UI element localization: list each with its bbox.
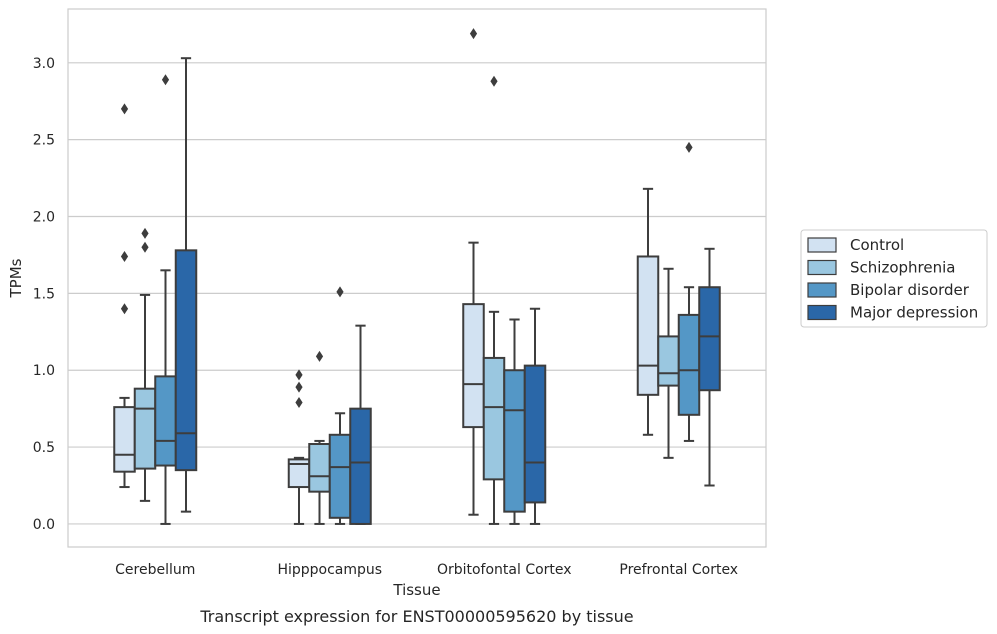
legend-label: Control <box>850 236 904 254</box>
box-iqr <box>328 433 352 519</box>
outlier-point <box>120 103 129 115</box>
outlier-point <box>161 74 170 86</box>
box-iqr <box>154 375 177 467</box>
box-major-depression <box>523 307 547 525</box>
legend-label: Schizophrenia <box>850 259 955 277</box>
y-tick-label: 2.5 <box>33 133 55 149</box>
x-tick-label: Prefrontal Cortex <box>619 562 738 578</box>
y-tick-label: 1.5 <box>33 286 55 302</box>
legend: Control Schizophrenia Bipolar disorder Majo… <box>800 229 988 328</box>
y-tick-label: 2.0 <box>33 210 55 226</box>
y-tick-labels: 0.0 0.5 1.0 1.5 2.0 2.5 3.0 <box>33 56 55 533</box>
box-control <box>462 28 485 516</box>
box-iqr <box>174 249 198 472</box>
outlier-point <box>120 303 129 315</box>
box-major-depression <box>698 247 721 487</box>
legend-label: Bipolar disorder <box>850 281 970 299</box>
legend-swatch <box>807 304 837 321</box>
plot-frame <box>67 8 767 548</box>
chart-caption: Transcript expression for ENST0000059562… <box>199 607 633 626</box>
box-iqr <box>462 303 485 429</box>
box-control <box>636 187 660 436</box>
legend-swatch <box>807 259 837 276</box>
y-tick-label: 1.0 <box>33 363 55 379</box>
box-bipolar-disorder <box>503 318 526 525</box>
outlier-point <box>315 350 324 362</box>
box-iqr <box>636 255 660 396</box>
outlier-point <box>141 227 149 239</box>
outlier-point <box>295 381 303 393</box>
box-iqr <box>523 364 547 504</box>
x-tick-label: Orbitofontal Cortex <box>437 562 572 578</box>
box-bipolar-disorder <box>328 286 352 525</box>
x-tick-labels: Cerebellum Hipppocampus Orbitofontal Corte… <box>115 562 738 578</box>
box-iqr <box>698 286 721 392</box>
box-schizophrenia <box>657 267 680 459</box>
outlier-point <box>295 397 303 409</box>
y-tick-label: 0.5 <box>33 440 55 456</box>
outlier-point <box>295 369 303 381</box>
legend-frame <box>800 229 988 328</box>
box-iqr <box>657 335 680 387</box>
box-series <box>113 28 721 525</box>
x-tick-label: Cerebellum <box>115 562 195 578</box>
outlier-point <box>490 75 498 87</box>
legend-swatch <box>807 237 837 253</box>
box-schizophrenia <box>133 227 157 502</box>
box-iqr <box>677 313 701 416</box>
box-iqr <box>349 407 372 525</box>
box-iqr <box>503 369 526 513</box>
outlier-point <box>141 241 149 253</box>
box-bipolar-disorder <box>677 141 701 442</box>
box-bipolar-disorder <box>154 74 177 525</box>
box-schizophrenia <box>482 75 506 525</box>
box-iqr <box>482 356 506 481</box>
outlier-point <box>469 28 478 40</box>
legend-swatch <box>807 282 837 298</box>
outlier-point <box>336 286 344 298</box>
outlier-point <box>685 141 693 153</box>
box-control <box>113 103 136 489</box>
y-tick-label: 3.0 <box>33 56 55 72</box>
y-axis-label: TPMs <box>7 258 25 298</box>
x-tick-label: Hipppocampus <box>277 562 382 578</box>
box-iqr <box>133 387 157 470</box>
x-axis-label: Tissue <box>392 581 440 599</box>
box-iqr <box>308 443 331 493</box>
box-schizophrenia <box>308 350 331 525</box>
outlier-point <box>120 250 129 262</box>
y-tick-label: 0.0 <box>33 517 55 533</box>
box-major-depression <box>174 57 198 513</box>
legend-label: Major depression <box>850 304 978 322</box>
box-iqr <box>113 406 136 473</box>
box-control <box>287 369 311 525</box>
box-major-depression <box>349 324 372 525</box>
